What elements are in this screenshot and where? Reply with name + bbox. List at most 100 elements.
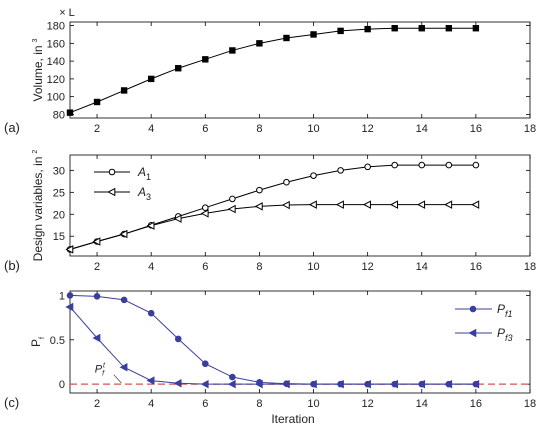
data-point <box>391 161 399 169</box>
data-point <box>120 87 128 94</box>
x-tick-label: 10 <box>307 398 319 410</box>
data-point <box>256 186 263 194</box>
data-point <box>417 200 426 209</box>
data-point <box>471 379 480 389</box>
x-tick-label: 6 <box>202 398 208 410</box>
legend-marker <box>107 187 116 197</box>
data-point <box>308 200 317 209</box>
data-point <box>472 25 480 32</box>
x-tick-label: 18 <box>524 123 536 135</box>
y-tick-label: 1 <box>59 290 65 302</box>
data-point <box>146 376 155 385</box>
series-line-2 <box>69 204 476 250</box>
x-tick-label: 12 <box>362 123 374 135</box>
x-tick-label: 2 <box>94 123 100 135</box>
data-point <box>175 65 182 72</box>
panel-1: 2 4 6 8 10 12 14 16 18 80 100 120 140 160 180 (a) Volume… <box>4 7 536 135</box>
x-tick-label: 18 <box>524 261 536 273</box>
data-point <box>445 25 453 32</box>
data-point <box>227 379 236 389</box>
data-point <box>120 296 128 304</box>
x-tick-label: 6 <box>202 123 208 135</box>
data-point <box>229 195 236 203</box>
data-point <box>390 200 399 209</box>
data-point <box>444 379 453 389</box>
data-point <box>310 31 317 38</box>
y-tick-label: 140 <box>47 56 65 68</box>
panel-3: 2 4 6 8 10 12 14 16 18 0 0.5 1 (c) Pf Iteration Pf1 Pf3 P… <box>4 290 536 426</box>
y-tick-label: 180 <box>47 21 65 33</box>
data-point <box>147 75 155 83</box>
data-point <box>281 379 290 389</box>
data-point <box>337 27 344 35</box>
x-tick-label: 2 <box>94 261 100 273</box>
data-point <box>471 200 480 209</box>
y-tick-label: 120 <box>47 74 65 86</box>
data-point <box>310 172 317 179</box>
y-tick-label: 15 <box>53 231 65 243</box>
legend-marker <box>108 168 116 176</box>
data-point <box>174 335 182 343</box>
y-tick-label: 20 <box>53 209 65 221</box>
x-tick-label: 4 <box>148 123 154 135</box>
plot-frame <box>69 154 531 257</box>
y-tick-label: 0.5 <box>50 335 65 347</box>
x-tick-label: 14 <box>416 261 428 273</box>
data-point <box>173 379 182 388</box>
y-multiplier: × L <box>59 7 75 19</box>
data-point <box>335 200 344 209</box>
x-tick-label: 8 <box>256 398 262 410</box>
data-point <box>146 221 155 230</box>
y-tick-label: 25 <box>53 187 65 199</box>
data-point <box>229 373 236 381</box>
x-tick-label: 14 <box>416 123 428 135</box>
data-point <box>202 56 209 63</box>
y-axis-label: Design variables, in2 <box>31 150 45 262</box>
x-tick-label: 18 <box>524 398 536 410</box>
x-tick-label: 4 <box>148 398 154 410</box>
plot-frame <box>69 21 531 119</box>
data-point <box>362 379 371 389</box>
data-point <box>364 163 371 171</box>
data-point <box>119 363 128 372</box>
x-tick-label: 12 <box>362 261 374 273</box>
data-point <box>201 360 209 368</box>
data-point <box>119 229 128 239</box>
data-point <box>281 200 290 210</box>
legend-marker <box>468 328 477 338</box>
data-point <box>391 25 398 32</box>
y-tick-label: 100 <box>47 92 65 104</box>
x-tick-label: 12 <box>362 398 374 410</box>
series-line-1 <box>69 164 476 250</box>
legend-label: A1 <box>137 165 151 182</box>
x-axis-label: Iteration <box>271 412 314 426</box>
x-tick-label: 8 <box>256 261 262 273</box>
data-point <box>93 293 101 300</box>
y-tick-label: 30 <box>53 165 65 177</box>
panel-label: (b) <box>4 258 20 273</box>
legend-label: A3 <box>137 185 151 202</box>
y-tick-label: 0 <box>59 379 65 391</box>
data-point <box>417 379 426 389</box>
x-tick-label: 2 <box>94 398 100 410</box>
data-point <box>283 178 290 186</box>
x-tick-label: 8 <box>256 123 262 135</box>
data-point <box>445 161 453 169</box>
data-point <box>200 209 209 218</box>
data-point <box>254 379 263 389</box>
x-tick-label: 6 <box>202 261 208 273</box>
data-point <box>418 161 426 169</box>
data-point <box>308 379 317 389</box>
data-point <box>200 379 209 389</box>
y-tick-label: 160 <box>47 38 65 50</box>
data-point <box>147 309 155 317</box>
data-point <box>444 200 453 209</box>
y-tick-label: 80 <box>53 109 65 121</box>
data-point <box>283 34 290 42</box>
x-tick-label: 14 <box>416 398 428 410</box>
x-tick-label: 10 <box>307 261 319 273</box>
data-point <box>201 204 209 211</box>
data-point <box>472 161 480 169</box>
data-point <box>229 47 236 54</box>
data-point <box>256 40 263 47</box>
